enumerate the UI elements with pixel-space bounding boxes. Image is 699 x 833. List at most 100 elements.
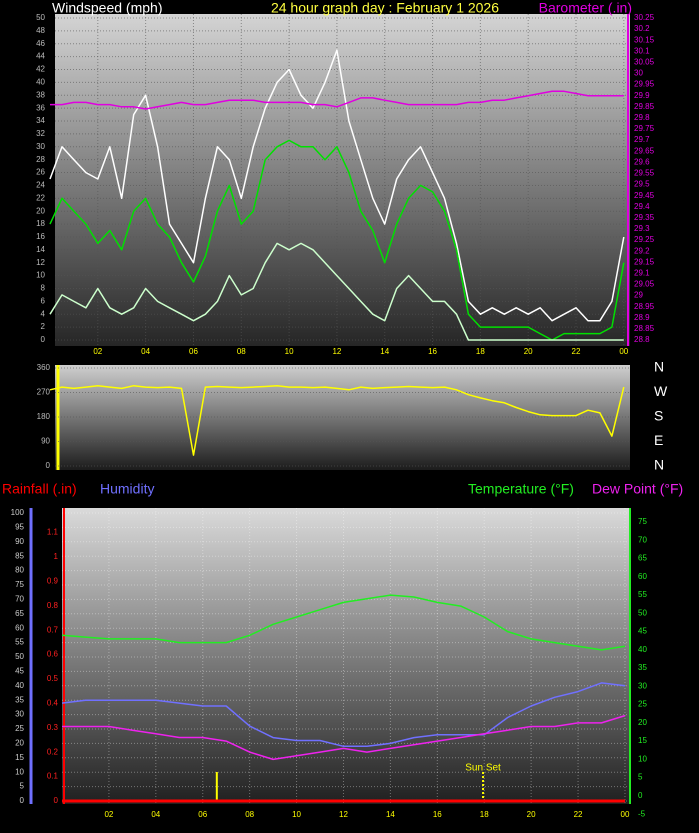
y2-tick-label: 45 <box>638 627 647 636</box>
y-tick-label: 90 <box>15 537 24 546</box>
x-tick-label: 00 <box>619 347 628 356</box>
y2-tick-label: 25 <box>638 700 647 709</box>
x-tick-label: 10 <box>285 347 294 356</box>
y2-tick-label: 30.15 <box>634 35 655 44</box>
y-tick-label: 24 <box>36 181 45 190</box>
y2-tick-label: 29.45 <box>634 191 655 200</box>
y3-tick-label: 0.7 <box>47 625 59 634</box>
y-tick-label: 14 <box>36 245 45 254</box>
y3-tick-label: 0 <box>54 796 59 805</box>
y2-tick-label: E <box>654 432 663 448</box>
y2-tick-label: 29.15 <box>634 257 655 266</box>
series-line <box>61 594 626 651</box>
y3-tick-label: 0.8 <box>47 601 59 610</box>
y2-tick-label: 0 <box>638 791 643 800</box>
y2-tick-label: 60 <box>638 572 647 581</box>
y2-tick-label: 29.85 <box>634 102 655 111</box>
plot-area <box>62 508 630 804</box>
x-tick-label: 18 <box>480 810 489 819</box>
plot-area <box>55 14 630 346</box>
y2-tick-label: 40 <box>638 645 647 654</box>
x-tick-label: 18 <box>476 347 485 356</box>
y2-tick-label: 29.1 <box>634 268 650 277</box>
y3-tick-label: 1 <box>54 552 59 561</box>
y3-tick-label: 0.9 <box>47 576 59 585</box>
x-tick-label: 20 <box>524 347 533 356</box>
y2-tick-label: 29 <box>634 291 643 300</box>
y2-tick-label: 30.05 <box>634 58 655 67</box>
y-tick-label: 40 <box>36 78 45 87</box>
y-tick-label: 8 <box>41 284 46 293</box>
series-line <box>62 714 626 761</box>
y-tick-label: 70 <box>15 595 24 604</box>
y-tick-label: 34 <box>36 116 45 125</box>
series-line <box>50 90 624 110</box>
y2-tick-label: 29.5 <box>634 180 650 189</box>
y-tick-label: 30 <box>36 142 45 151</box>
series-line <box>61 682 626 748</box>
y-tick-label: 20 <box>15 739 24 748</box>
y-tick-label: 0 <box>46 461 51 470</box>
y-tick-label: 180 <box>37 412 51 421</box>
y-tick-label: 18 <box>36 219 45 228</box>
y-tick-label: 46 <box>36 39 45 48</box>
y2-tick-label: S <box>654 408 663 424</box>
y2-tick-label: 29.95 <box>634 80 655 89</box>
x-tick-label: 08 <box>245 810 254 819</box>
x-tick-label: 06 <box>198 810 207 819</box>
y-tick-label: 20 <box>36 206 45 215</box>
x-tick-label: 02 <box>104 810 113 819</box>
y2-tick-label: 29.05 <box>634 280 655 289</box>
y-tick-label: 48 <box>36 26 45 35</box>
axis-label: Windspeed (mph) <box>52 0 163 16</box>
y-tick-label: 2 <box>41 322 46 331</box>
y2-tick-label: 50 <box>638 608 647 617</box>
y-tick-label: 12 <box>36 258 45 267</box>
y2-tick-label: 30.25 <box>634 13 655 22</box>
x-tick-label: 22 <box>574 810 583 819</box>
x-tick-label: 20 <box>527 810 536 819</box>
y2-tick-label: 70 <box>638 535 647 544</box>
series-line <box>49 242 624 341</box>
y2-tick-label: 28.8 <box>634 335 650 344</box>
x-tick-label: 06 <box>189 347 198 356</box>
y2-tick-label: 29.55 <box>634 169 655 178</box>
y3-tick-label: 0.6 <box>47 650 59 659</box>
y-tick-label: 28 <box>36 155 45 164</box>
y2-tick-label: 29.7 <box>634 135 650 144</box>
series-line <box>49 49 625 322</box>
y2-tick-label: 20 <box>638 718 647 727</box>
y3-tick-label: 1.1 <box>47 528 59 537</box>
y3-tick-label: 0.2 <box>47 747 59 756</box>
axis-label: Barometer (.in) <box>539 0 632 16</box>
y3-tick-label: 0.4 <box>47 698 59 707</box>
y2-tick-label: 29.35 <box>634 213 655 222</box>
y3-tick-label: 0.5 <box>47 674 59 683</box>
y-tick-label: 65 <box>15 609 24 618</box>
y-tick-label: 85 <box>15 551 24 560</box>
legend-label: Dew Point (°F) <box>592 481 683 497</box>
y2-tick-label: 29.6 <box>634 157 650 166</box>
y2-tick-label: 29.65 <box>634 146 655 155</box>
y2-tick-label: 55 <box>638 590 647 599</box>
y2-tick-label: -5 <box>638 809 646 818</box>
x-tick-label: 16 <box>433 810 442 819</box>
y-tick-label: 5 <box>20 782 25 791</box>
y2-tick-label: 28.95 <box>634 302 655 311</box>
x-tick-label: 04 <box>141 347 150 356</box>
legend-label: Temperature (°F) <box>468 481 574 497</box>
x-tick-label: 10 <box>292 810 301 819</box>
x-tick-label: 16 <box>428 347 437 356</box>
series-line <box>49 139 625 341</box>
y-tick-label: 50 <box>15 652 24 661</box>
y-tick-label: 0 <box>41 335 46 344</box>
y2-tick-label: 29.8 <box>634 113 650 122</box>
y-tick-label: 44 <box>36 52 45 61</box>
y-tick-label: 45 <box>15 667 24 676</box>
x-tick-label: 14 <box>380 347 389 356</box>
y-tick-label: 26 <box>36 168 45 177</box>
y-tick-label: 90 <box>41 437 50 446</box>
y-tick-label: 32 <box>36 129 45 138</box>
